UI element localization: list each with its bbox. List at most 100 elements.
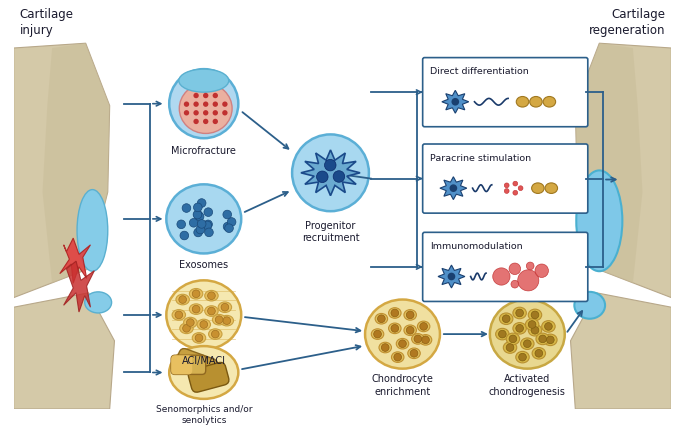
Ellipse shape [513, 322, 526, 334]
Circle shape [197, 199, 206, 207]
Circle shape [193, 210, 202, 219]
Ellipse shape [166, 280, 241, 349]
Ellipse shape [184, 317, 197, 328]
Circle shape [414, 335, 422, 343]
Circle shape [203, 221, 212, 230]
Circle shape [410, 349, 418, 357]
Ellipse shape [205, 306, 219, 317]
FancyBboxPatch shape [423, 232, 588, 302]
Circle shape [215, 316, 223, 323]
FancyBboxPatch shape [423, 144, 588, 213]
Circle shape [189, 219, 198, 227]
Ellipse shape [516, 96, 529, 107]
Ellipse shape [220, 315, 234, 326]
Circle shape [184, 101, 189, 107]
Ellipse shape [292, 135, 369, 211]
Circle shape [391, 325, 399, 332]
Circle shape [212, 93, 218, 98]
Circle shape [182, 204, 191, 212]
Circle shape [196, 225, 205, 234]
Polygon shape [571, 293, 671, 409]
Circle shape [192, 305, 200, 313]
Ellipse shape [219, 302, 232, 313]
Ellipse shape [166, 184, 241, 253]
Circle shape [504, 183, 509, 188]
Circle shape [394, 353, 401, 361]
Circle shape [391, 309, 399, 317]
FancyBboxPatch shape [188, 363, 229, 392]
Circle shape [519, 353, 526, 361]
Circle shape [447, 273, 456, 280]
Ellipse shape [530, 96, 543, 107]
Circle shape [382, 344, 389, 351]
Circle shape [193, 203, 202, 212]
Text: Progenitor
recruitment: Progenitor recruitment [301, 221, 360, 243]
FancyBboxPatch shape [175, 348, 218, 381]
Ellipse shape [544, 334, 557, 345]
Circle shape [506, 344, 514, 351]
Ellipse shape [521, 338, 534, 349]
Text: Cartilage
regeneration: Cartilage regeneration [589, 8, 666, 37]
Ellipse shape [85, 292, 112, 313]
Circle shape [203, 110, 208, 115]
Polygon shape [60, 238, 90, 283]
Ellipse shape [574, 292, 605, 319]
Polygon shape [575, 43, 671, 298]
Ellipse shape [169, 346, 238, 399]
Text: Paracrine stimulation: Paracrine stimulation [430, 154, 532, 163]
Circle shape [399, 340, 406, 348]
Polygon shape [42, 43, 110, 283]
Ellipse shape [179, 69, 229, 92]
Ellipse shape [506, 333, 520, 345]
Ellipse shape [542, 321, 555, 332]
Circle shape [511, 280, 519, 288]
Circle shape [528, 321, 536, 328]
Polygon shape [440, 177, 466, 200]
Circle shape [177, 220, 186, 229]
Ellipse shape [169, 69, 238, 138]
Circle shape [203, 93, 208, 98]
Circle shape [535, 264, 549, 277]
Ellipse shape [391, 352, 404, 363]
Circle shape [504, 189, 509, 193]
Ellipse shape [576, 170, 623, 271]
Circle shape [203, 101, 208, 107]
Ellipse shape [189, 288, 203, 299]
Circle shape [212, 101, 218, 107]
Ellipse shape [543, 96, 556, 107]
Ellipse shape [189, 304, 203, 314]
Ellipse shape [536, 333, 549, 345]
Circle shape [325, 159, 336, 171]
Circle shape [499, 330, 506, 338]
Text: Direct differentiation: Direct differentiation [430, 67, 529, 76]
Ellipse shape [528, 325, 542, 336]
Circle shape [545, 322, 552, 330]
Ellipse shape [205, 291, 219, 301]
Ellipse shape [532, 348, 545, 359]
Ellipse shape [404, 325, 416, 336]
Circle shape [531, 311, 539, 319]
Circle shape [193, 101, 199, 107]
Ellipse shape [77, 190, 108, 271]
Ellipse shape [404, 310, 416, 320]
Circle shape [518, 186, 523, 190]
Circle shape [208, 292, 215, 299]
Ellipse shape [490, 299, 564, 368]
Ellipse shape [516, 351, 530, 363]
Ellipse shape [375, 314, 388, 324]
Ellipse shape [412, 334, 424, 344]
Ellipse shape [172, 310, 186, 320]
Circle shape [180, 231, 188, 240]
Circle shape [539, 335, 547, 343]
Circle shape [194, 210, 203, 219]
Circle shape [531, 326, 539, 334]
Text: Immunomodulation: Immunomodulation [430, 242, 523, 251]
Circle shape [420, 322, 427, 330]
Polygon shape [14, 293, 114, 409]
Circle shape [193, 93, 199, 98]
Ellipse shape [179, 323, 193, 334]
Circle shape [333, 171, 345, 182]
Circle shape [377, 315, 385, 322]
Circle shape [222, 110, 227, 115]
Text: Exosomes: Exosomes [179, 260, 228, 270]
